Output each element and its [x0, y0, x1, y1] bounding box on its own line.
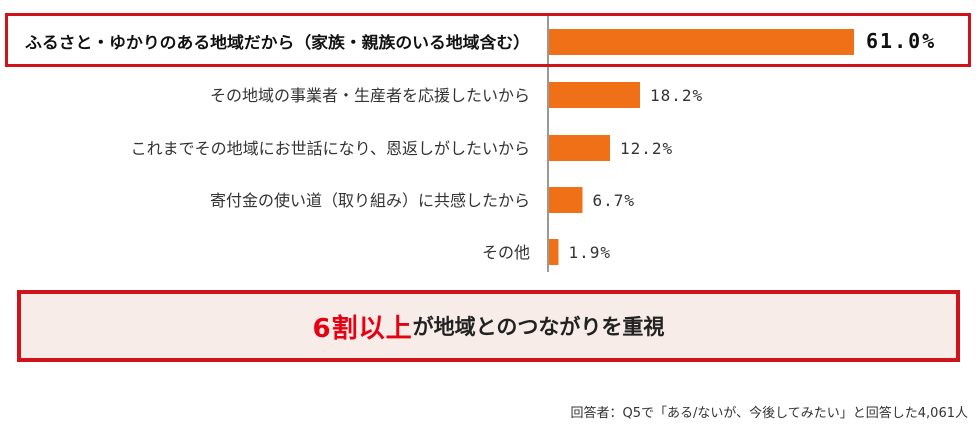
top-answer-highlight-frame	[5, 13, 971, 67]
category-label: その地域の事業者・生産者を応援したいから	[210, 86, 530, 105]
data-value-label: 18.2%	[650, 86, 703, 105]
category-label: その他	[482, 243, 530, 262]
category-label: ふるさと・ゆかりのある地域だから（家族・親族のいる地域含む）	[25, 33, 530, 52]
data-value-label: 1.9%	[569, 243, 612, 262]
summary-accent-text: 6割以上	[312, 313, 413, 344]
data-value-label: 12.2%	[620, 139, 673, 158]
summary-rest-text: が地域とのつながりを重視	[412, 315, 665, 339]
category-label: これまでその地域にお世話になり、恩返しがしたいから	[131, 139, 530, 158]
bar	[549, 239, 559, 265]
bar	[549, 187, 583, 213]
respondent-footnote: 回答者：Q5で「ある/ないが、今後してみたい」と回答した4,061人	[570, 406, 968, 421]
bar-chart: ふるさと・ゆかりのある地域だから（家族・親族のいる地域含む） 61.0% その地域の…	[25, 16, 936, 272]
data-value-label: 61.0%	[866, 29, 936, 53]
data-value-label: 6.7%	[593, 191, 636, 210]
summary-callout: 6割以上 が地域とのつながりを重視	[17, 290, 960, 362]
bar	[549, 82, 640, 108]
bar	[549, 29, 854, 55]
bar	[549, 135, 610, 161]
category-label: 寄付金の使い道（取り組み）に共感したから	[210, 191, 530, 210]
